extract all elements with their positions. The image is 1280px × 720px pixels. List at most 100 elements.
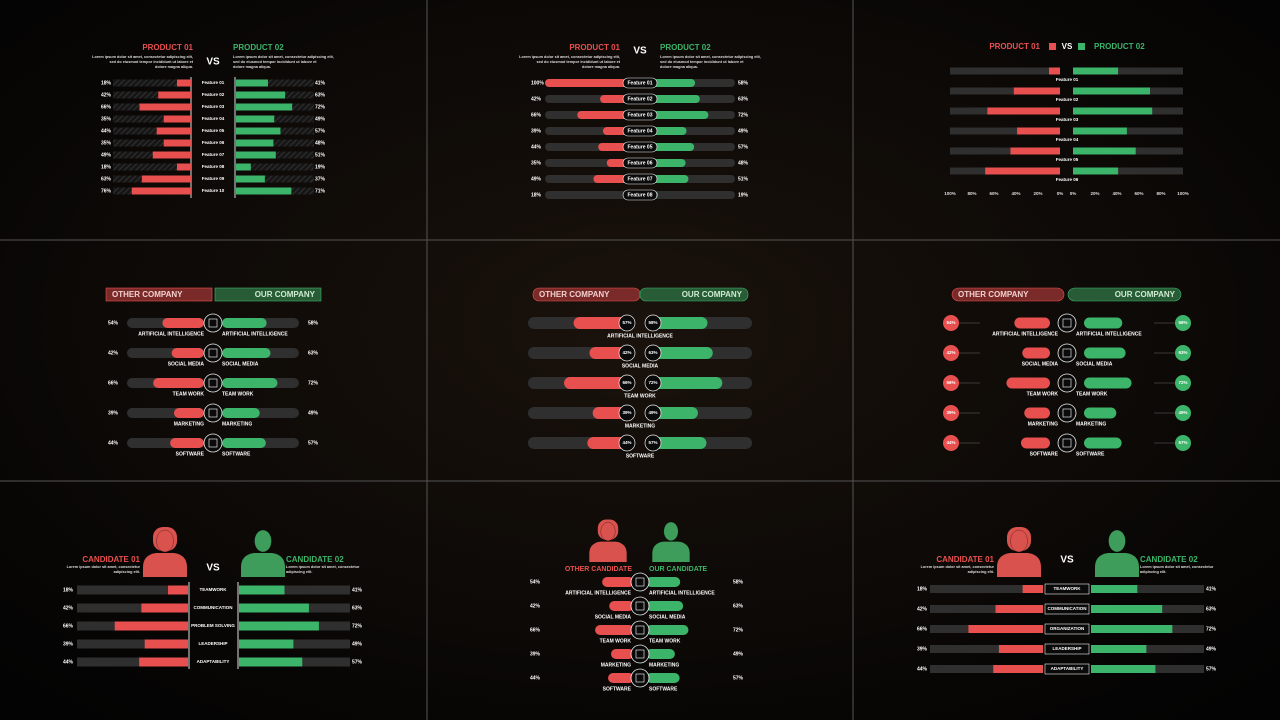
track [950,87,1060,95]
description: sed do eiusmod tempor incididunt ut labo… [660,60,744,64]
category-label: Feature 05 [627,144,652,150]
bar [170,438,204,448]
left-title: PRODUCT 01 [142,43,193,52]
header-bar [1067,287,1182,302]
value-label: 35% [531,160,542,166]
value-circle [644,434,662,452]
silhouette [997,553,1041,577]
icon [630,572,650,592]
bar [163,139,191,147]
bar [1091,625,1173,633]
track [1091,645,1204,653]
category-box [1044,583,1090,595]
description: sed do eiusmod tempor incididunt ut labo… [109,60,193,64]
icon-glyph [635,673,645,683]
vs: VS [1062,42,1073,51]
bar [1091,665,1156,673]
value-circle [644,374,662,392]
value-label: 44% [531,144,542,150]
value-label: 39% [63,641,74,647]
right-title: OUR COMPANY [255,290,316,299]
value-label: 51% [315,152,326,158]
value-label: 39% [530,651,541,657]
value-label: 66% [622,380,631,385]
value-label: 35% [101,116,112,122]
panel: PRODUCT 01 PRODUCT 02 VS Lorem ipsum dolor … [92,43,334,198]
category-label: ORGANIZATION [1050,626,1084,631]
bar [646,437,707,449]
value-label: 57% [738,144,749,150]
panel: OTHER COMPANY OUR COMPANY ARTIFICIAL INTEL… [943,287,1191,457]
category-label: Feature 01 [627,80,652,86]
x-tick-label: 40% [1112,191,1121,196]
bar [1013,87,1060,95]
icon-glyph [635,625,645,635]
bar [1022,585,1043,593]
bar [1073,67,1119,75]
category-label: Feature 01 [1056,77,1079,82]
category-label: SOFTWARE [1076,451,1105,457]
icon-glyph [1062,318,1072,328]
value-label: 39% [108,410,119,416]
panel: CANDIDATE 01 CANDIDATE 02 VS Lorem ipsum do… [63,527,363,669]
bar [156,127,191,135]
right-title: OUR COMPANY [1115,290,1176,299]
value-label: 72% [648,380,657,385]
value-label: 48% [315,140,326,146]
category-label: TEAM WORK [1027,391,1059,397]
category-label: ARTIFICIAL INTELLIGENCE [1076,331,1142,337]
value-badge [943,375,959,391]
category-label: SOCIAL MEDIA [1022,361,1059,367]
category-label: TEAM WORK [649,638,681,644]
bar [239,639,294,649]
bar [171,348,204,358]
category-label: ARTIFICIAL INTELLIGENCE [138,331,204,337]
value-label: 19% [315,164,326,170]
value-label: 57% [352,659,363,665]
value-label: 44% [946,440,955,445]
category-label: SOFTWARE [1030,451,1059,457]
head [1010,529,1028,553]
description: Lorem ipsum dolor sit amet, consectetur [67,565,141,569]
icon [203,433,223,453]
bar [646,377,723,389]
category-label: Feature 06 [202,140,225,145]
icon-glyph [1062,438,1072,448]
bar [131,187,191,195]
value-label: 39% [917,646,928,652]
value-badge [943,345,959,361]
value-label: 39% [622,410,631,415]
value-label: 42% [946,350,955,355]
bar [1022,347,1050,359]
bar [564,377,634,389]
value-label: 54% [946,320,955,325]
category-label: ARTIFICIAL INTELLIGENCE [565,590,631,596]
value-label: 66% [63,623,74,629]
value-label: 44% [108,440,119,446]
value-label: 58% [733,579,744,585]
left-title: OTHER COMPANY [539,290,610,299]
category-label: MARKETING [174,421,204,427]
value-label: 18% [531,192,542,198]
category-label: Feature 03 [202,104,225,109]
category-label: TEAMWORK [200,587,228,592]
x-tick-label: 80% [1156,191,1165,196]
value-label: 66% [108,380,119,386]
icon-glyph [208,438,218,448]
bar [236,163,251,171]
value-label: 37% [315,176,326,182]
x-tick-label: 0% [1057,191,1064,196]
header-bar [639,287,749,302]
icon [630,644,650,664]
bar [144,639,188,649]
category-label: Feature 10 [202,188,225,193]
value-badge [943,315,959,331]
category-label: Feature 04 [202,116,225,121]
vs: VS [206,563,220,574]
value-label: 49% [315,116,326,122]
value-label: 63% [308,350,319,356]
value-label: 49% [101,152,112,158]
bar [1073,147,1136,155]
value-label: 42% [530,603,541,609]
value-label: 49% [738,128,749,134]
